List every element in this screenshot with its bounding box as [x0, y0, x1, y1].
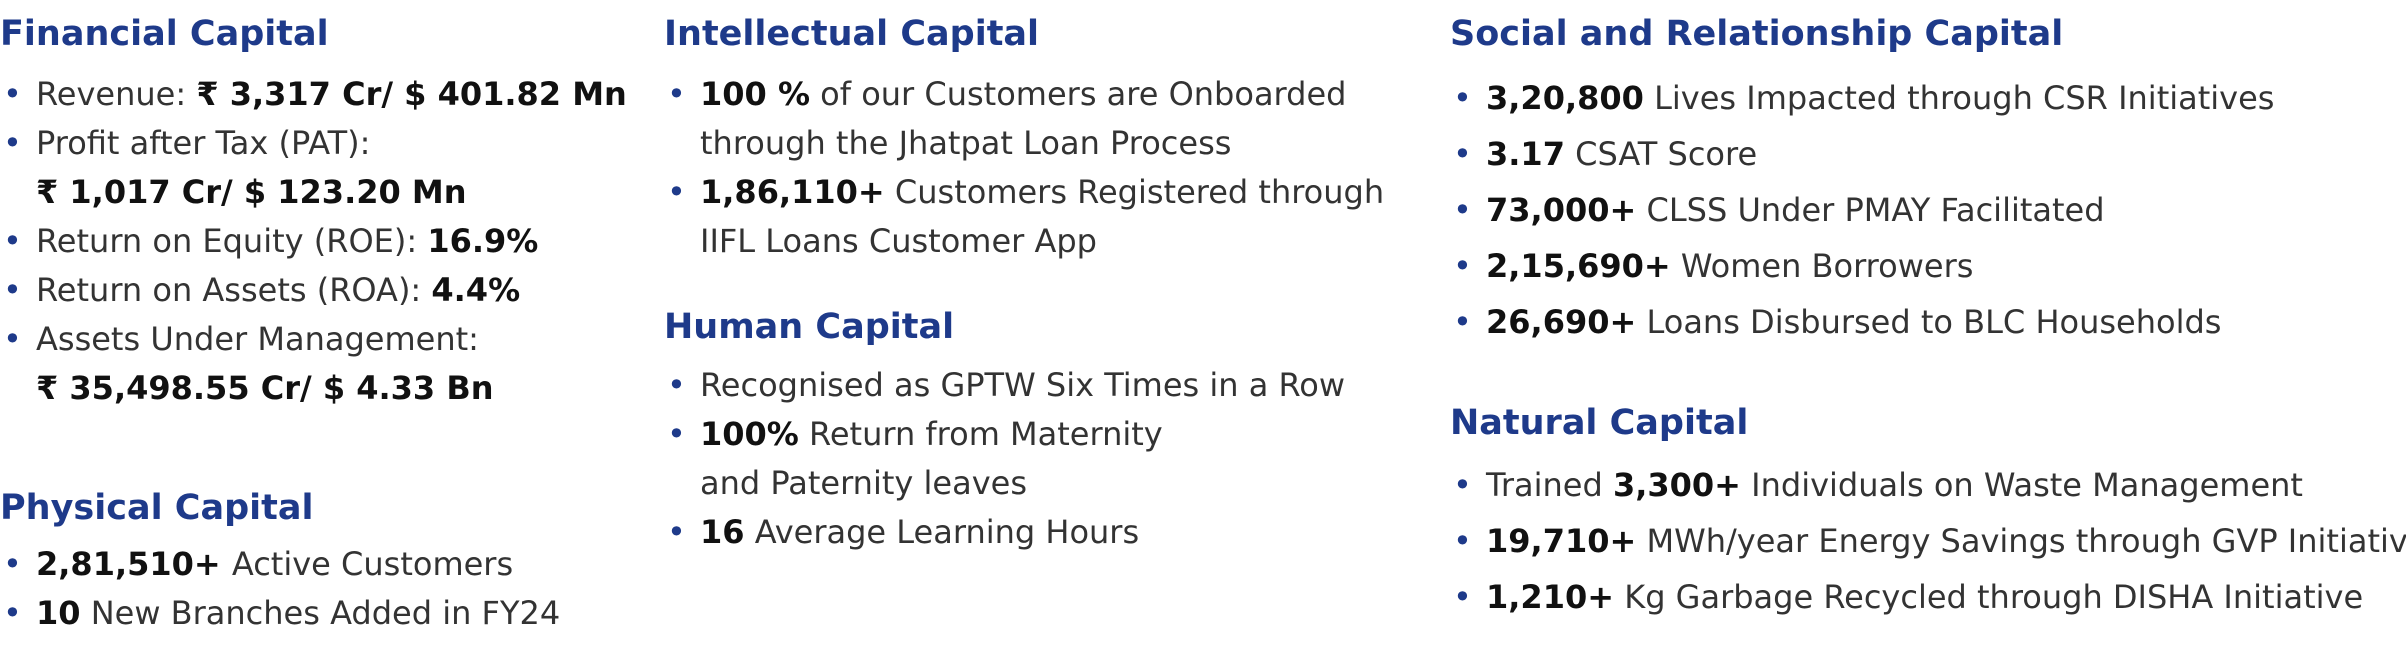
item-list: • Recognised as GPTW Six Times in a Row …: [664, 361, 1345, 557]
list-item: • 100 % of our Customers are Onboarded t…: [664, 70, 1384, 168]
bullet-icon: •: [667, 366, 686, 404]
list-item: • 3,20,800 Lives Impacted through CSR In…: [1450, 70, 2274, 126]
section-intellectual-capital: Intellectual Capital • 100 % of our Cust…: [664, 14, 1384, 266]
item-list: • 2,81,510+ Active Customers • 10 New Br…: [0, 540, 560, 638]
list-item: • 1,86,110+ Customers Registered through…: [664, 168, 1384, 266]
section-title: Physical Capital: [0, 488, 314, 528]
list-item: • 2,15,690+ Women Borrowers: [1450, 238, 2274, 294]
section-natural-capital: Natural Capital • Trained 3,300+ Individ…: [1450, 403, 2406, 625]
bullet-icon: •: [1453, 79, 1472, 117]
section-title: Social and Relationship Capital: [1450, 14, 2064, 54]
section-title: Financial Capital: [0, 14, 329, 54]
bullet-icon: •: [1453, 522, 1472, 560]
list-item: • 26,690+ Loans Disbursed to BLC Househo…: [1450, 294, 2274, 350]
bullet-icon: •: [667, 173, 686, 211]
list-item: • 10 New Branches Added in FY24: [0, 589, 560, 638]
list-item: • Trained 3,300+ Individuals on Waste Ma…: [1450, 457, 2406, 513]
bullet-icon: •: [667, 513, 686, 551]
list-item: • 100% Return from Maternity and Paterni…: [664, 410, 1345, 508]
section-title: Human Capital: [664, 307, 955, 347]
bullet-icon: •: [3, 320, 22, 358]
bullet-icon: •: [1453, 135, 1472, 173]
bullet-icon: •: [3, 124, 22, 162]
list-item: • Assets Under Management: ₹ 35,498.55 C…: [0, 315, 627, 413]
list-item: • Recognised as GPTW Six Times in a Row: [664, 361, 1345, 410]
list-item: • 2,81,510+ Active Customers: [0, 540, 560, 589]
bullet-icon: •: [1453, 247, 1472, 285]
section-physical-capital: Physical Capital • 2,81,510+ Active Cust…: [0, 488, 560, 638]
list-item: • 19,710+ MWh/year Energy Savings throug…: [1450, 513, 2406, 569]
bullet-icon: •: [1453, 191, 1472, 229]
section-title: Natural Capital: [1450, 403, 1749, 443]
list-item: • 73,000+ CLSS Under PMAY Facilitated: [1450, 182, 2274, 238]
bullet-icon: •: [1453, 578, 1472, 616]
item-list: • 3,20,800 Lives Impacted through CSR In…: [1450, 70, 2274, 350]
bullet-icon: •: [1453, 466, 1472, 504]
list-item: • Revenue: ₹ 3,317 Cr/ $ 401.82 Mn: [0, 70, 627, 119]
section-social-relationship-capital: Social and Relationship Capital • 3,20,8…: [1450, 14, 2274, 350]
list-item: • 1,210+ Kg Garbage Recycled through DIS…: [1450, 569, 2406, 625]
section-financial-capital: Financial Capital • Revenue: ₹ 3,317 Cr/…: [0, 14, 627, 413]
bullet-icon: •: [667, 75, 686, 113]
list-item: • Return on Assets (ROA): 4.4%: [0, 266, 627, 315]
list-item: • Profit after Tax (PAT): ₹ 1,017 Cr/ $ …: [0, 119, 627, 217]
list-item: • Return on Equity (ROE): 16.9%: [0, 217, 627, 266]
list-item: • 3.17 CSAT Score: [1450, 126, 2274, 182]
item-list: • 100 % of our Customers are Onboarded t…: [664, 70, 1384, 266]
bullet-icon: •: [3, 594, 22, 632]
bullet-icon: •: [3, 75, 22, 113]
list-item: • 16 Average Learning Hours: [664, 508, 1345, 557]
item-list: • Trained 3,300+ Individuals on Waste Ma…: [1450, 457, 2406, 625]
bullet-icon: •: [1453, 303, 1472, 341]
section-human-capital: Human Capital • Recognised as GPTW Six T…: [664, 307, 1345, 557]
item-list: • Revenue: ₹ 3,317 Cr/ $ 401.82 Mn • Pro…: [0, 70, 627, 413]
section-title: Intellectual Capital: [664, 14, 1040, 54]
bullet-icon: •: [667, 415, 686, 453]
bullet-icon: •: [3, 271, 22, 309]
bullet-icon: •: [3, 545, 22, 583]
bullet-icon: •: [3, 222, 22, 260]
